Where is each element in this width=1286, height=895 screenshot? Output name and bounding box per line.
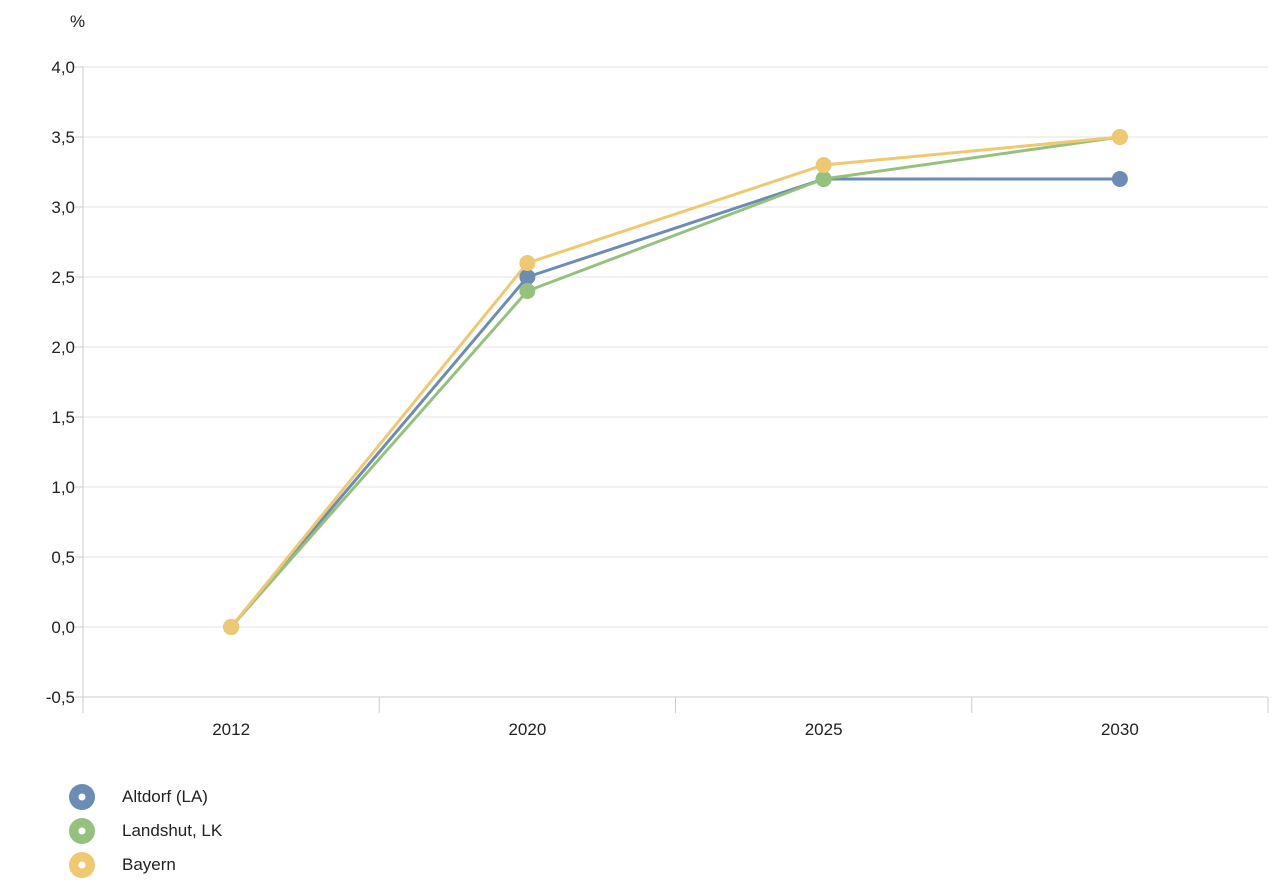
series-points xyxy=(223,129,1128,635)
series-line-2 xyxy=(229,135,1121,628)
legend-marker-icon xyxy=(69,784,95,810)
data-point-series-1 xyxy=(815,171,832,187)
legend-label: Altdorf (LA) xyxy=(122,787,208,806)
legend-label: Bayern xyxy=(122,855,176,874)
data-point-series-2 xyxy=(223,619,240,635)
y-tick-label: -0,5 xyxy=(46,688,75,707)
y-tick-label: 0,5 xyxy=(51,548,75,567)
y-tick-label: 0,0 xyxy=(51,618,75,637)
data-point-series-2 xyxy=(1111,129,1128,145)
y-axis-unit-label: % xyxy=(70,12,85,31)
data-point-series-0 xyxy=(519,269,536,285)
y-tick-label: 2,0 xyxy=(51,338,75,357)
series-line-1 xyxy=(229,135,1121,628)
x-axis-ticks: 2012 2020 2025 2030 xyxy=(82,697,1269,739)
legend-label: Landshut, LK xyxy=(122,821,223,840)
y-axis-ticks: -0,5 0,0 0,5 1,0 1,5 2,0 2,5 3,0 3,5 4,0 xyxy=(46,58,83,707)
x-tick-label: 2012 xyxy=(212,720,250,739)
series-line-0 xyxy=(229,177,1120,628)
data-point-series-1 xyxy=(519,283,536,299)
data-point-series-2 xyxy=(815,157,832,173)
x-tick-label: 2020 xyxy=(508,720,546,739)
legend-item[interactable]: Landshut, LK xyxy=(68,814,222,848)
legend: Altdorf (LA) Landshut, LK Bayern xyxy=(68,780,222,882)
y-tick-label: 3,0 xyxy=(51,198,75,217)
legend-marker-icon xyxy=(69,818,95,844)
y-tick-label: 4,0 xyxy=(51,58,75,77)
legend-item[interactable]: Altdorf (LA) xyxy=(68,780,222,814)
y-tick-label: 2,5 xyxy=(51,268,75,287)
x-tick-label: 2025 xyxy=(805,720,843,739)
data-point-series-2 xyxy=(519,255,536,271)
series-lines xyxy=(229,135,1121,628)
y-tick-label: 3,5 xyxy=(51,128,75,147)
x-tick-label: 2030 xyxy=(1101,720,1139,739)
axes xyxy=(82,67,1268,698)
legend-marker-icon xyxy=(69,852,95,878)
legend-item[interactable]: Bayern xyxy=(68,848,222,882)
grid-lines xyxy=(83,66,1268,628)
y-tick-label: 1,0 xyxy=(51,478,75,497)
data-point-series-0 xyxy=(1111,171,1128,187)
y-tick-label: 1,5 xyxy=(51,408,75,427)
